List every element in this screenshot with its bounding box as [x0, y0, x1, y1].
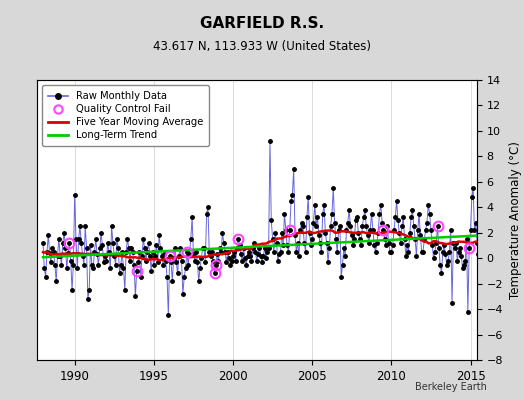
Text: GARFIELD R.S.: GARFIELD R.S.: [200, 16, 324, 31]
Legend: Raw Monthly Data, Quality Control Fail, Five Year Moving Average, Long-Term Tren: Raw Monthly Data, Quality Control Fail, …: [42, 85, 209, 146]
Text: Berkeley Earth: Berkeley Earth: [416, 382, 487, 392]
Text: 43.617 N, 113.933 W (United States): 43.617 N, 113.933 W (United States): [153, 40, 371, 53]
Y-axis label: Temperature Anomaly (°C): Temperature Anomaly (°C): [509, 141, 521, 299]
